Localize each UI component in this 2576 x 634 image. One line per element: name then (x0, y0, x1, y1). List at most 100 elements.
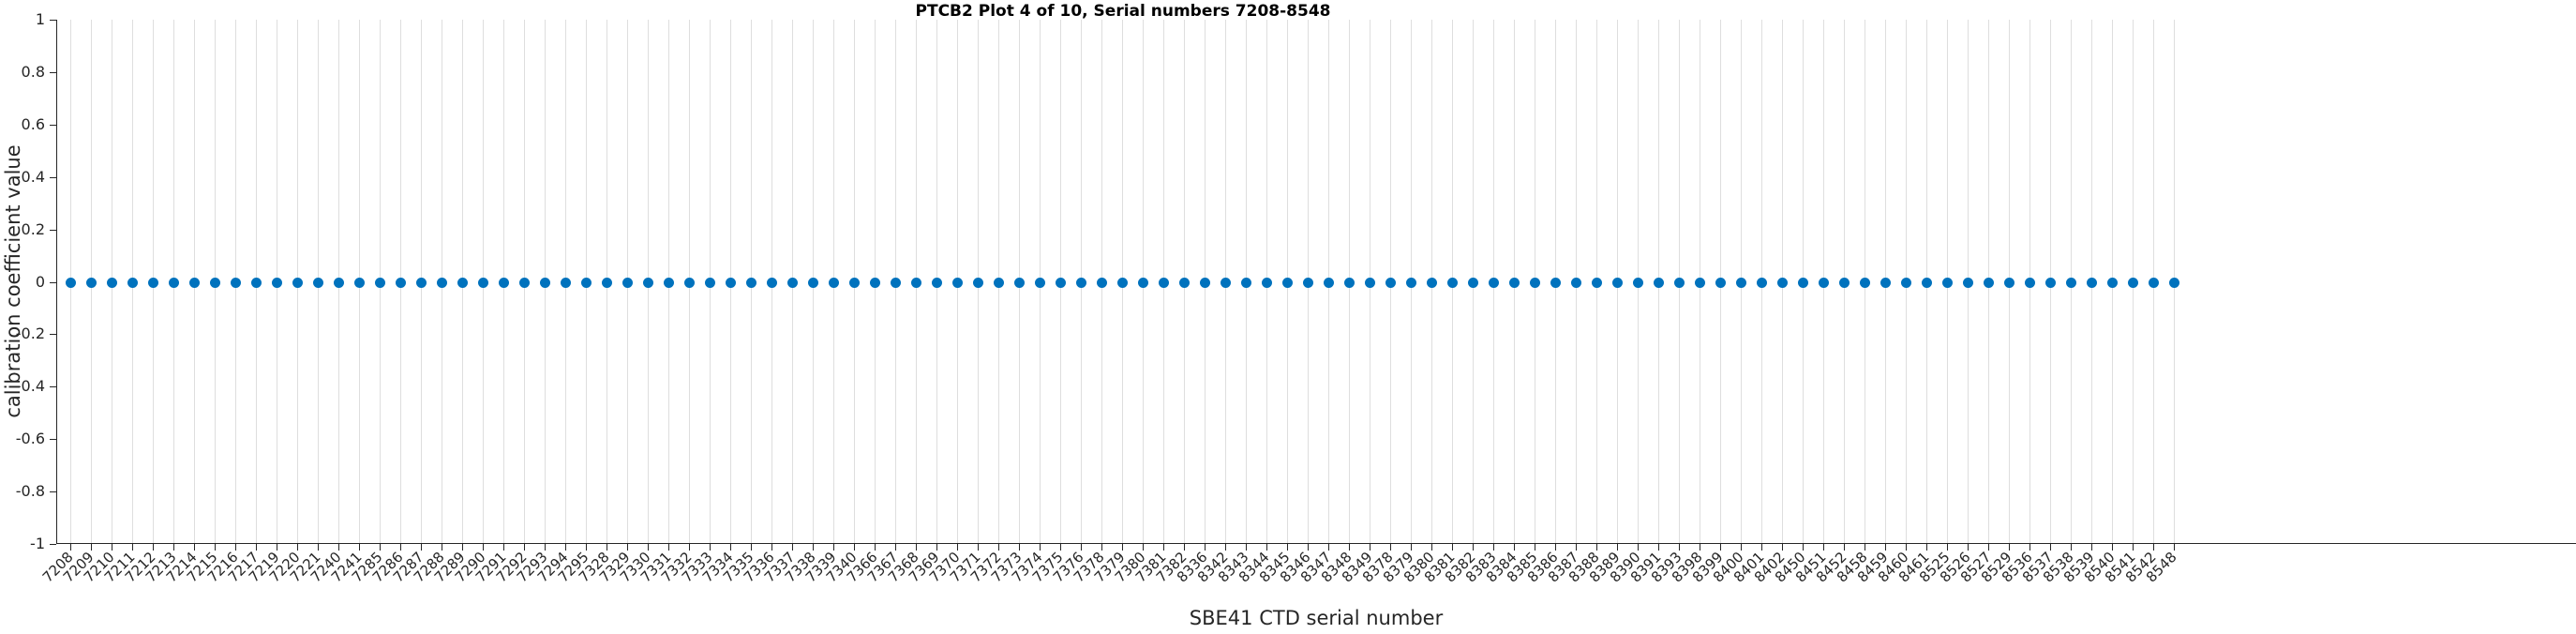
x-tick (318, 544, 319, 551)
x-tick (1658, 544, 1659, 551)
y-tick-label: -0.6 (15, 430, 45, 448)
data-point (416, 277, 427, 288)
data-point (1839, 277, 1850, 288)
data-point (870, 277, 880, 288)
x-tick (173, 544, 174, 551)
x-tick (2174, 544, 2175, 551)
x-tick (2029, 544, 2030, 551)
x-tick (1205, 544, 1206, 551)
x-tick (1060, 544, 1061, 551)
x-tick (1081, 544, 1082, 551)
data-point (994, 277, 1004, 288)
data-point (602, 277, 612, 288)
x-tick (524, 544, 525, 551)
x-tick (1782, 544, 1783, 551)
data-point (210, 277, 220, 288)
data-point (313, 277, 323, 288)
y-tick (50, 334, 56, 336)
data-point (1715, 277, 1726, 288)
y-tick (50, 71, 56, 73)
x-tick (627, 544, 628, 551)
x-tick (978, 544, 979, 551)
x-tick (936, 544, 937, 551)
x-tick (153, 544, 154, 551)
data-point (1942, 277, 1953, 288)
data-point (1427, 277, 1437, 288)
x-tick (2071, 544, 2072, 551)
data-point (1674, 277, 1685, 288)
data-point (746, 277, 756, 288)
data-point (2128, 277, 2138, 288)
x-tick (503, 544, 504, 551)
data-point (2087, 277, 2097, 288)
data-point (66, 277, 76, 288)
x-tick (70, 544, 71, 551)
data-point (808, 277, 818, 288)
x-tick (359, 544, 360, 551)
x-tick (1988, 544, 1989, 551)
x-tick (1720, 544, 1721, 551)
x-tick (1803, 544, 1804, 551)
x-tick (1473, 544, 1474, 551)
x-tick (91, 544, 92, 551)
data-point (1076, 277, 1086, 288)
x-tick (1576, 544, 1577, 551)
data-point (478, 277, 488, 288)
data-point (1612, 277, 1623, 288)
x-tick (1823, 544, 1824, 551)
data-point (1385, 277, 1396, 288)
data-point (1777, 277, 1788, 288)
x-tick (1225, 544, 1226, 551)
x-tick (833, 544, 834, 551)
data-point (1880, 277, 1891, 288)
y-tick-label: 0 (35, 272, 45, 291)
x-tick (1122, 544, 1123, 551)
data-point (2169, 277, 2179, 288)
data-point (622, 277, 633, 288)
data-point (1468, 277, 1478, 288)
x-tick (895, 544, 896, 551)
x-tick (1514, 544, 1515, 551)
data-point (705, 277, 715, 288)
data-point (1550, 277, 1561, 288)
x-tick (1328, 544, 1329, 551)
x-tick (1163, 544, 1164, 551)
data-point (1117, 277, 1128, 288)
data-point (891, 277, 901, 288)
data-point (1179, 277, 1190, 288)
y-tick-label: 0.4 (21, 167, 45, 186)
x-tick (462, 544, 463, 551)
data-point (1984, 277, 1994, 288)
data-point (1035, 277, 1045, 288)
data-point (684, 277, 695, 288)
x-tick (1844, 544, 1845, 551)
x-tick (380, 544, 381, 551)
x-tick (1266, 544, 1267, 551)
x-tick (1101, 544, 1102, 551)
data-point (1819, 277, 1829, 288)
x-tick (1493, 544, 1494, 551)
data-point (1447, 277, 1458, 288)
data-point (1757, 277, 1767, 288)
x-tick (1638, 544, 1639, 551)
plot-area (56, 20, 2576, 544)
x-tick (1287, 544, 1288, 551)
y-tick-label: 0.2 (21, 219, 45, 238)
data-point (932, 277, 942, 288)
y-tick (50, 20, 56, 21)
x-tick (2133, 544, 2134, 551)
y-tick-label: 0.6 (21, 114, 45, 133)
data-point (1736, 277, 1746, 288)
x-tick (1184, 544, 1185, 551)
x-tick (1143, 544, 1144, 551)
data-point (334, 277, 344, 288)
data-point (1282, 277, 1293, 288)
chart-title: PTCB2 Plot 4 of 10, Serial numbers 7208-… (915, 2, 1331, 21)
x-tick (957, 544, 958, 551)
x-tick (1885, 544, 1886, 551)
x-tick (545, 544, 546, 551)
x-tick (338, 544, 339, 551)
y-tick-label: -0.2 (15, 325, 45, 343)
x-tick (668, 544, 669, 551)
